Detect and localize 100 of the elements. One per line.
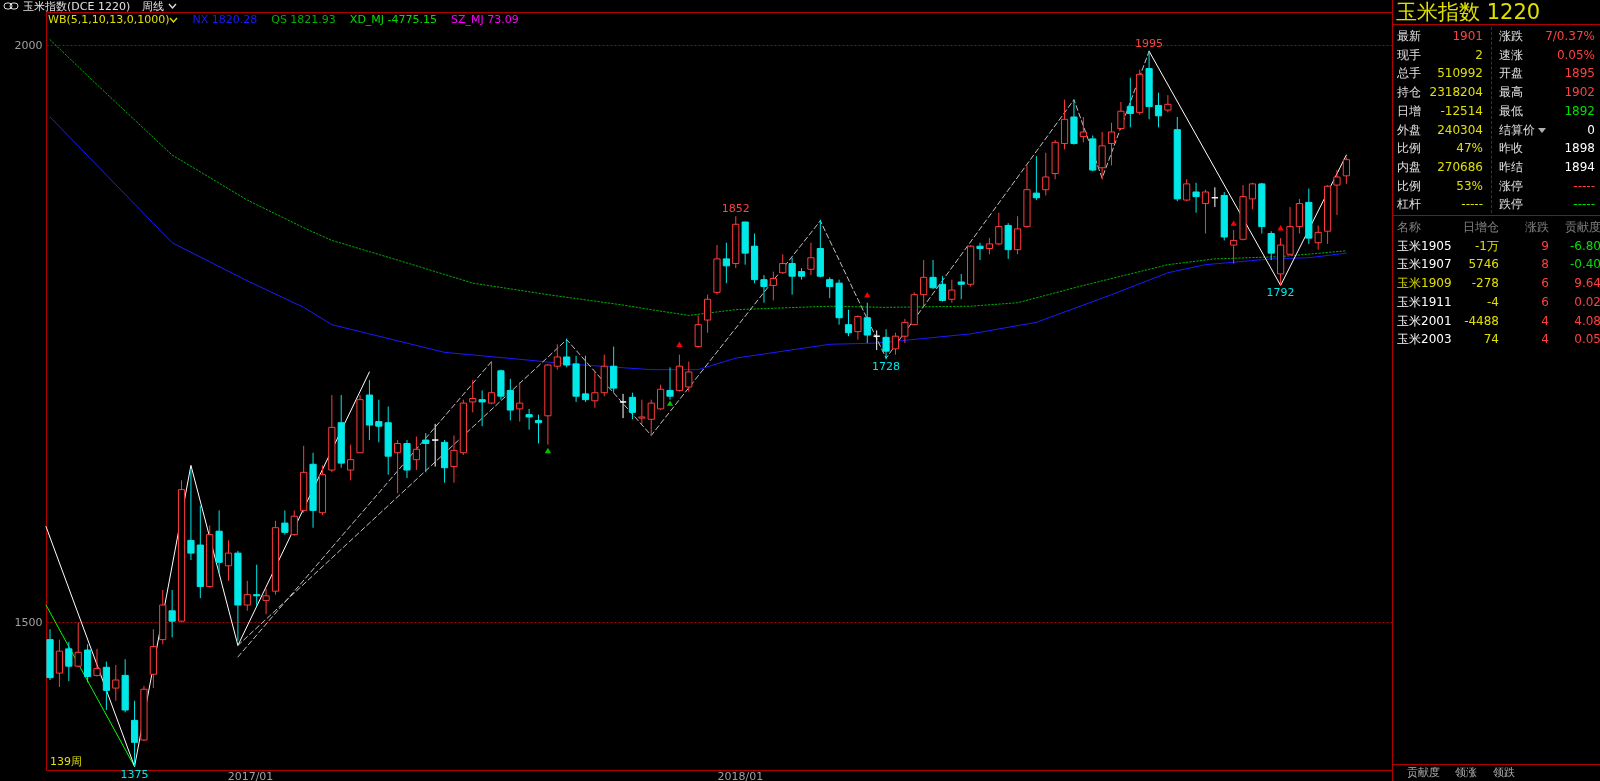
candlestick: [93, 648, 101, 678]
candlestick: [431, 423, 439, 468]
candlestick: [844, 309, 853, 337]
annotation: 1995: [1135, 37, 1164, 51]
text: 0.05%: [1556, 46, 1595, 64]
text: 1892: [1564, 102, 1595, 120]
text: 比例: [1397, 140, 1421, 158]
candlestick: [290, 509, 298, 537]
x-tick-label: 2017/01: [227, 769, 274, 781]
text: 现手: [1397, 46, 1421, 64]
text: 240304: [1437, 121, 1483, 139]
text: 昨收: [1499, 140, 1523, 158]
candlestick: [826, 276, 834, 299]
text: 玉米2001: [1397, 312, 1452, 330]
candlestick: [262, 588, 270, 615]
candlestick: [478, 389, 486, 427]
candlestick: [703, 294, 712, 334]
point: [544, 447, 552, 454]
text: 4: [1541, 331, 1549, 349]
candlestick: [55, 639, 64, 688]
text: 53%: [1456, 177, 1483, 195]
candlestick: [1154, 92, 1163, 128]
text: 开盘: [1499, 65, 1523, 83]
text: 昨结: [1499, 158, 1523, 176]
candlestick: [1013, 215, 1022, 255]
text: 跌停: [1499, 196, 1523, 214]
candlestick: [1079, 116, 1087, 143]
candlestick: [469, 379, 477, 413]
candlestick: [863, 302, 871, 344]
text: -0.40: [1569, 256, 1600, 274]
candlestick: [1042, 152, 1050, 196]
text: 内盘: [1397, 158, 1421, 176]
candlestick: [525, 408, 533, 431]
text: 涨跌: [1499, 28, 1523, 45]
candlestick: [938, 275, 947, 303]
candlestick: [722, 242, 730, 284]
text: 持仓: [1397, 84, 1421, 102]
candlestick: [243, 580, 251, 612]
candlestick: [628, 392, 637, 420]
candlestick: [1192, 182, 1200, 214]
text: 1895: [1564, 65, 1595, 83]
text: 日增仓: [1463, 219, 1499, 236]
text: 杠杆: [1397, 196, 1421, 214]
candlestick: [948, 279, 956, 304]
annotation: WB(5,1,10,13,0,1000): [48, 13, 171, 26]
text: 比例: [1397, 177, 1421, 195]
candlestick: [516, 381, 524, 423]
text: 9: [1541, 237, 1549, 255]
candlestick: [1164, 94, 1172, 113]
chart-subtitle: 周线: [142, 0, 165, 14]
candlestick: [976, 242, 984, 261]
text: 1902: [1564, 84, 1595, 102]
text: QS 1821.93: [271, 13, 336, 26]
text: 270686: [1437, 158, 1483, 176]
text: -278: [1471, 275, 1499, 293]
text: -----: [1573, 177, 1595, 195]
candlestick: [394, 439, 402, 494]
y-tick-label: 1500: [14, 615, 43, 629]
candlestick: [553, 343, 561, 371]
text: 玉米2003: [1397, 331, 1452, 349]
candlestick: [760, 274, 768, 304]
text: 47%: [1456, 140, 1483, 158]
candlestick: [1230, 229, 1238, 265]
text: 1901: [1452, 28, 1483, 45]
point: [1230, 220, 1237, 226]
candlestick: [506, 378, 514, 421]
annotation: 1792: [1266, 286, 1295, 300]
text: 名称: [1397, 219, 1421, 236]
candlestick: [581, 355, 590, 403]
text: 涨停: [1499, 177, 1523, 195]
text: 玉米1907: [1397, 256, 1452, 274]
text: 速涨: [1499, 46, 1523, 64]
text: 74: [1483, 331, 1499, 349]
candlestick: [1126, 77, 1134, 128]
candlestick: [807, 242, 815, 276]
candlestick: [610, 346, 618, 394]
text: 日增: [1397, 102, 1421, 120]
candlestick: [619, 393, 627, 419]
text: 6: [1541, 275, 1549, 293]
candlestick: [1267, 230, 1275, 261]
candlestick: [253, 564, 261, 607]
candlestick: [995, 212, 1003, 246]
text: 2: [1475, 46, 1483, 64]
text: 领涨: [1455, 765, 1477, 780]
candlestick: [1032, 155, 1040, 201]
candlestick: [957, 273, 965, 300]
candlestick: [487, 361, 496, 405]
text: 最低: [1499, 102, 1523, 120]
candlestick: [920, 259, 928, 307]
candlestick: [685, 361, 693, 393]
candlestick: [1107, 122, 1116, 166]
candlestick: [1314, 224, 1322, 251]
candlestick: [102, 661, 110, 711]
text: 领跌: [1493, 765, 1515, 780]
candlestick: [563, 338, 571, 368]
text: -12514: [1440, 102, 1483, 120]
candlestick: [666, 366, 674, 401]
text: 涨跌: [1525, 219, 1549, 236]
candlestick: [281, 509, 289, 536]
text: 0.05: [1574, 331, 1600, 349]
